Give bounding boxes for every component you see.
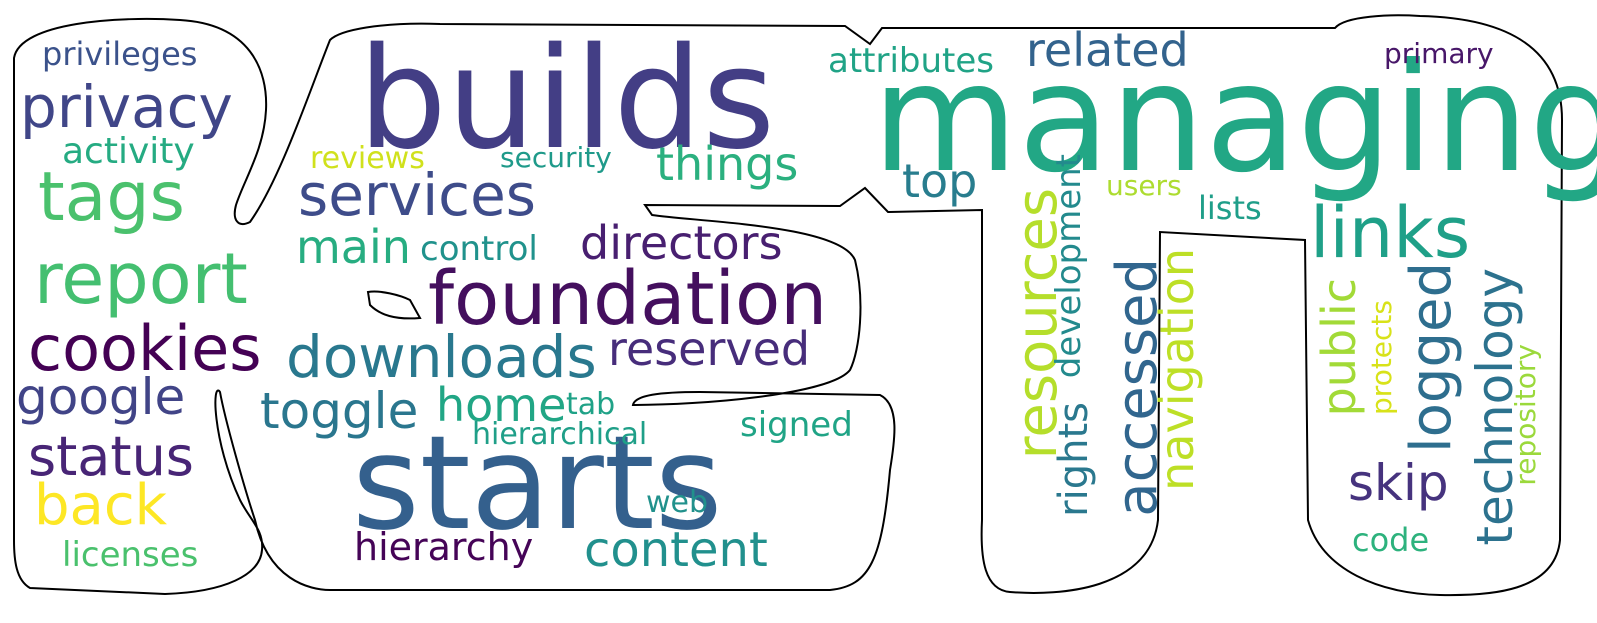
word-web: web — [646, 485, 709, 520]
word-back: back — [34, 473, 168, 538]
word-cookies: cookies — [28, 312, 262, 385]
word-links: links — [1310, 192, 1471, 274]
word-toggle: toggle — [260, 382, 419, 440]
word-tab: tab — [566, 387, 616, 422]
word-tags: tags — [38, 158, 185, 237]
word-starts: starts — [352, 407, 723, 559]
word-licenses: licenses — [62, 535, 199, 575]
word-logged: logged — [1399, 262, 1464, 453]
word-rights: rights — [1051, 402, 1097, 517]
word-related: related — [1026, 23, 1189, 77]
word-managing: managing — [872, 32, 1597, 206]
word-protects: protects — [1365, 300, 1398, 415]
word-google: google — [16, 368, 186, 426]
word-attributes: attributes — [828, 41, 995, 81]
word-control: control — [420, 229, 538, 269]
word-lists: lists — [1198, 189, 1262, 227]
word-repository: repository — [1509, 344, 1542, 486]
word-reviews: reviews — [310, 141, 425, 176]
word-code: code — [1352, 521, 1430, 559]
word-report: report — [34, 238, 248, 320]
word-activity: activity — [62, 131, 195, 172]
word-users: users — [1106, 169, 1182, 202]
word-navigation: navigation — [1150, 248, 1204, 491]
word-hierarchy: hierarchy — [354, 525, 534, 569]
word-content: content — [584, 522, 768, 578]
word-development: development — [1049, 154, 1089, 379]
outline-letter-k — [13, 14, 1564, 597]
word-skip: skip — [1348, 454, 1449, 512]
word-home: home — [436, 378, 567, 432]
word-downloads: downloads — [286, 323, 597, 391]
word-directors: directors — [580, 216, 783, 270]
word-things: things — [656, 137, 799, 191]
word-privileges: privileges — [42, 35, 198, 73]
word-services: services — [298, 161, 536, 229]
word-primary: primary — [1384, 37, 1494, 70]
word-reserved: reserved — [608, 322, 811, 376]
word-builds: builds — [358, 18, 776, 181]
word-foundation: foundation — [428, 256, 828, 342]
word-top: top — [902, 154, 978, 208]
word-privacy: privacy — [20, 73, 233, 141]
outline-comma-notch — [366, 290, 422, 320]
word-main: main — [296, 220, 411, 274]
word-signed: signed — [740, 405, 853, 445]
word-security: security — [500, 141, 612, 174]
word-hierarchical: hierarchical — [472, 417, 648, 452]
word-public: public — [1312, 278, 1366, 417]
word-status: status — [28, 425, 194, 488]
